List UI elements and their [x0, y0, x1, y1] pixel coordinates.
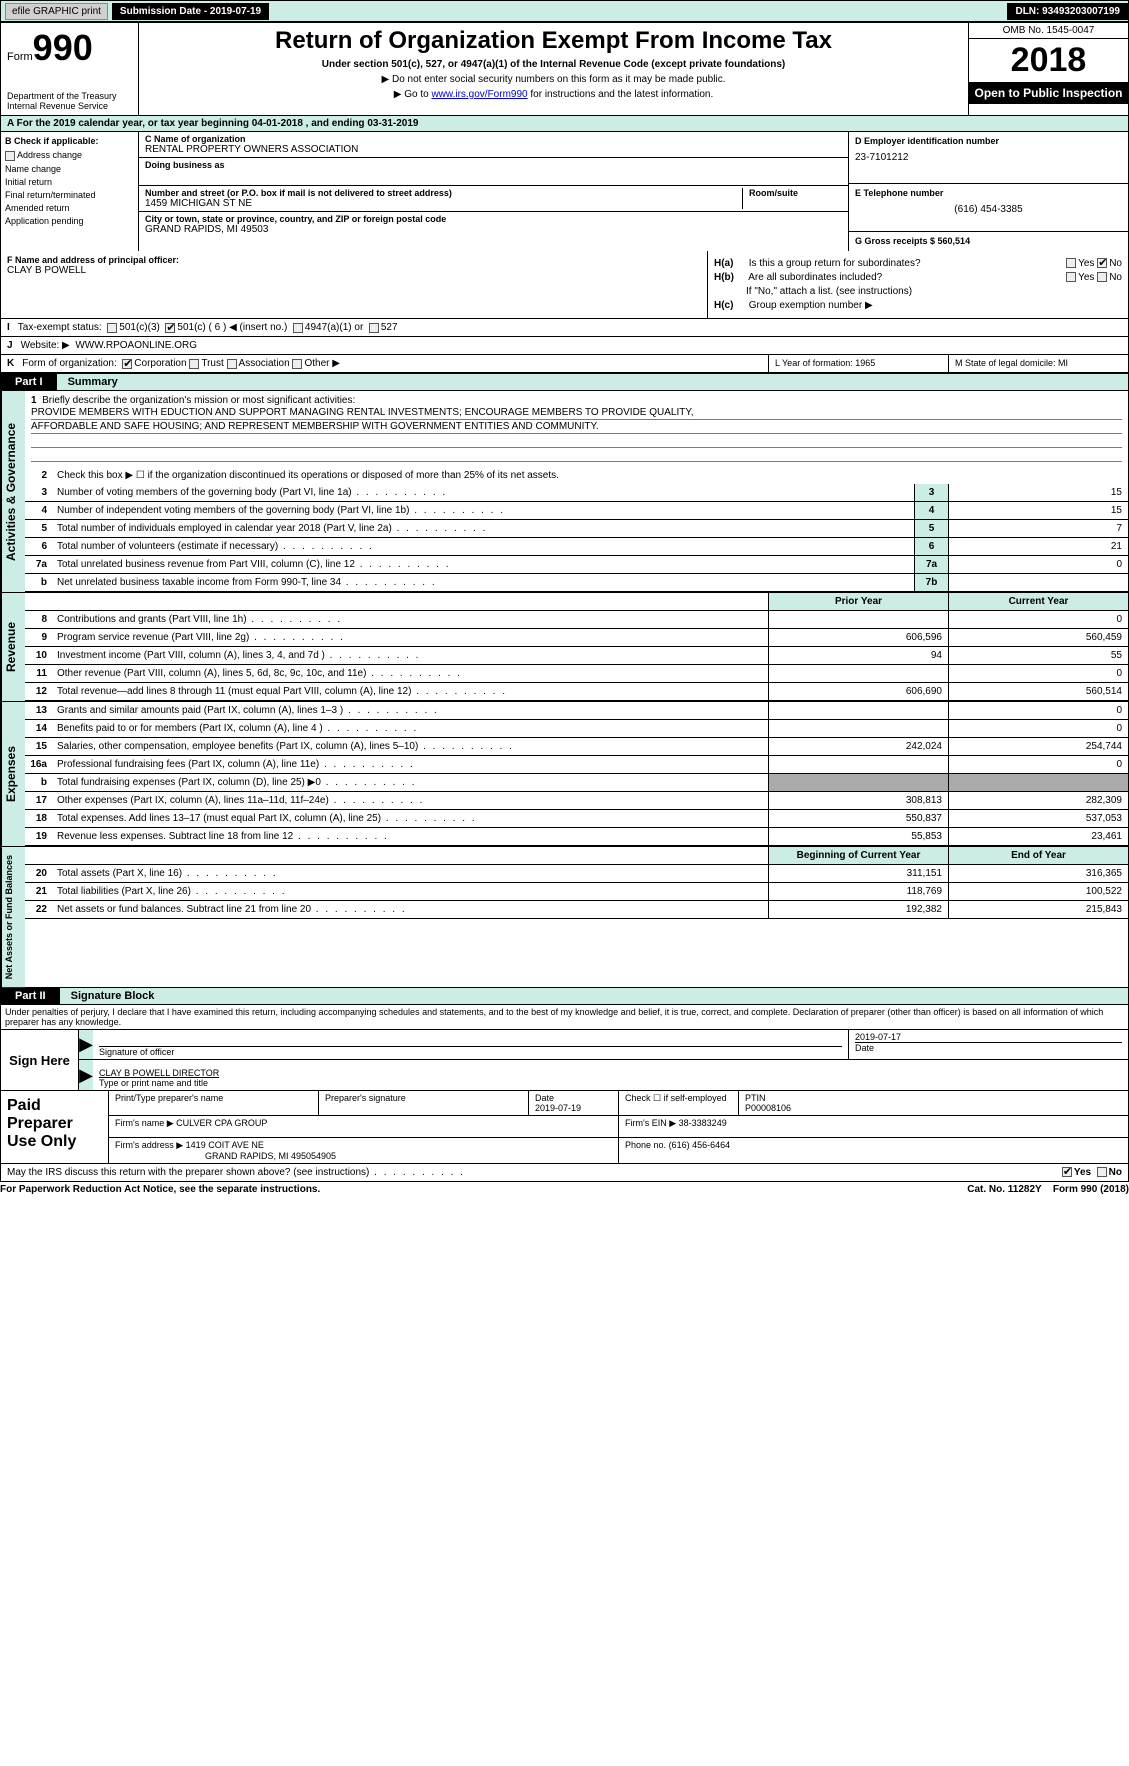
- top-toolbar: efile GRAPHIC print Submission Date - 20…: [0, 0, 1129, 22]
- gov-line-7b: b Net unrelated business taxable income …: [25, 574, 1128, 592]
- line-19: 19 Revenue less expenses. Subtract line …: [25, 828, 1128, 846]
- return-note2: ▶ Go to www.irs.gov/Form990 for instruct…: [143, 89, 964, 100]
- entity-block: B Check if applicable: Address change Na…: [1, 132, 1128, 251]
- line-b: b Total fundraising expenses (Part IX, c…: [25, 774, 1128, 792]
- open-inspection: Open to Public Inspection: [969, 82, 1128, 104]
- discuss-yes[interactable]: [1062, 1167, 1072, 1177]
- tax-year: 2018: [969, 39, 1128, 82]
- row-a: A For the 2019 calendar year, or tax yea…: [1, 116, 1128, 132]
- page-footer: For Paperwork Reduction Act Notice, see …: [0, 1182, 1129, 1197]
- gross-receipts: G Gross receipts $ 560,514: [855, 236, 970, 246]
- line-13: 13 Grants and similar amounts paid (Part…: [25, 702, 1128, 720]
- gov-line-7a: 7a Total unrelated business revenue from…: [25, 556, 1128, 574]
- efile-btn[interactable]: efile GRAPHIC print: [5, 3, 108, 20]
- paid-preparer-block: Paid Preparer Use Only Print/Type prepar…: [1, 1091, 1128, 1164]
- line-21: 21 Total liabilities (Part X, line 26) 1…: [25, 883, 1128, 901]
- corp-check[interactable]: [122, 359, 132, 369]
- dln: DLN: 93493203007199: [1007, 3, 1128, 20]
- col-c: C Name of organization RENTAL PROPERTY O…: [139, 132, 848, 251]
- line-12: 12 Total revenue—add lines 8 through 11 …: [25, 683, 1128, 701]
- officer-name: CLAY B POWELL: [7, 265, 701, 276]
- side-revenue: Revenue: [1, 593, 25, 701]
- row-k: KForm of organization: Corporation Trust…: [1, 355, 768, 372]
- firm-name: CULVER CPA GROUP: [176, 1118, 267, 1128]
- col-b: B Check if applicable: Address change Na…: [1, 132, 139, 251]
- line-22: 22 Net assets or fund balances. Subtract…: [25, 901, 1128, 919]
- street-addr: 1459 MICHIGAN ST NE: [145, 198, 742, 209]
- side-netassets: Net Assets or Fund Balances: [1, 847, 25, 987]
- org-name: RENTAL PROPERTY OWNERS ASSOCIATION: [145, 144, 842, 155]
- submission-date: Submission Date - 2019-07-19: [112, 3, 269, 20]
- penalty-text: Under penalties of perjury, I declare th…: [1, 1005, 1128, 1029]
- line-17: 17 Other expenses (Part IX, column (A), …: [25, 792, 1128, 810]
- line-18: 18 Total expenses. Add lines 13–17 (must…: [25, 810, 1128, 828]
- sign-here-block: Sign Here ▶ Signature of officer 2019-07…: [1, 1029, 1128, 1091]
- 501c-check[interactable]: [165, 323, 175, 333]
- line-9: 9 Program service revenue (Part VIII, li…: [25, 629, 1128, 647]
- part2-header: Part II Signature Block: [1, 987, 1128, 1005]
- phone: (616) 454-3385: [855, 204, 1122, 215]
- part1-header: Part I Summary: [1, 373, 1128, 391]
- side-expenses: Expenses: [1, 702, 25, 846]
- discuss-row: May the IRS discuss this return with the…: [1, 1164, 1128, 1181]
- line-16a: 16a Professional fundraising fees (Part …: [25, 756, 1128, 774]
- line-15: 15 Salaries, other compensation, employe…: [25, 738, 1128, 756]
- officer-sig-name: CLAY B POWELL DIRECTOR: [99, 1068, 1122, 1078]
- row-i: I Tax-exempt status: 501(c)(3) 501(c) ( …: [1, 319, 1128, 337]
- dept-treasury: Department of the Treasury Internal Reve…: [7, 91, 132, 111]
- form-prefix: Form: [7, 51, 33, 63]
- form-container: Form990 Department of the Treasury Inter…: [0, 22, 1129, 1182]
- col-deg: D Employer identification number 23-7101…: [848, 132, 1128, 251]
- cb-addr[interactable]: [5, 151, 15, 161]
- line-11: 11 Other revenue (Part VIII, column (A),…: [25, 665, 1128, 683]
- f-h-row: F Name and address of principal officer:…: [1, 251, 1128, 319]
- gov-line-6: 6 Total number of volunteers (estimate i…: [25, 538, 1128, 556]
- return-title: Return of Organization Exempt From Incom…: [143, 27, 964, 55]
- ha-no[interactable]: [1097, 258, 1107, 268]
- return-note1: ▶ Do not enter social security numbers o…: [143, 74, 964, 85]
- mission-block: 1 Briefly describe the organization's mi…: [25, 391, 1128, 466]
- return-subtitle: Under section 501(c), 527, or 4947(a)(1)…: [143, 59, 964, 70]
- form-number: 990: [33, 27, 93, 68]
- row-m: M State of legal domicile: MI: [948, 355, 1128, 372]
- city-state: GRAND RAPIDS, MI 49503: [145, 224, 842, 235]
- line-8: 8 Contributions and grants (Part VIII, l…: [25, 611, 1128, 629]
- row-j: J Website: ▶ WWW.RPOAONLINE.ORG: [1, 337, 1128, 355]
- line-10: 10 Investment income (Part VIII, column …: [25, 647, 1128, 665]
- irs-link[interactable]: www.irs.gov/Form990: [431, 89, 527, 100]
- ein: 23-7101212: [855, 152, 1122, 163]
- website: WWW.RPOAONLINE.ORG: [75, 340, 197, 351]
- side-governance: Activities & Governance: [1, 391, 25, 592]
- gov-line-4: 4 Number of independent voting members o…: [25, 502, 1128, 520]
- line-14: 14 Benefits paid to or for members (Part…: [25, 720, 1128, 738]
- omb-no: OMB No. 1545-0047: [969, 23, 1128, 39]
- row-l: L Year of formation: 1965: [768, 355, 948, 372]
- gov-line-3: 3 Number of voting members of the govern…: [25, 484, 1128, 502]
- line-20: 20 Total assets (Part X, line 16) 311,15…: [25, 865, 1128, 883]
- gov-line-5: 5 Total number of individuals employed i…: [25, 520, 1128, 538]
- form-header: Form990 Department of the Treasury Inter…: [1, 23, 1128, 116]
